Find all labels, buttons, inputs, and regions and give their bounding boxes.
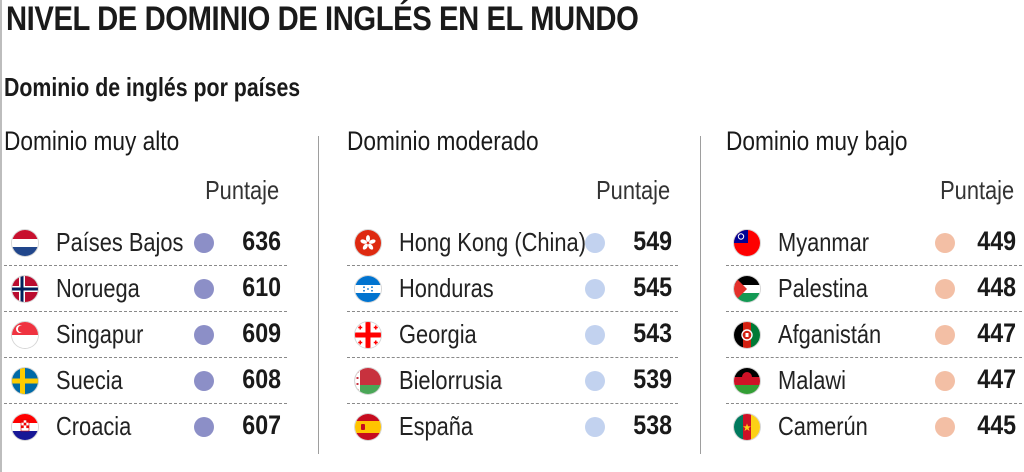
score-dot-marker bbox=[585, 371, 605, 391]
country-name: Hong Kong (China) bbox=[399, 227, 586, 257]
honduras-flag-icon bbox=[355, 276, 381, 302]
country-name: Singapur bbox=[56, 319, 144, 349]
country-name: Bielorrusia bbox=[399, 365, 503, 395]
table-row: Malawi 447 bbox=[726, 358, 1022, 404]
score-column-header: Puntaje bbox=[204, 175, 279, 205]
country-name: Malawi bbox=[778, 365, 846, 395]
table-row: Noruega 610 bbox=[4, 266, 287, 312]
table-row: Países Bajos 636 bbox=[4, 220, 287, 266]
score-value: 608 bbox=[242, 364, 281, 394]
column-header: Dominio moderado bbox=[347, 126, 539, 156]
country-name: Myanmar bbox=[778, 227, 870, 257]
column-dominio-muy-alto: Dominio muy alto Puntaje Países Bajos 636 No… bbox=[4, 126, 287, 472]
score-dot-marker bbox=[194, 325, 214, 345]
score-dot-marker bbox=[935, 371, 955, 391]
table-row: Hong Kong (China) 549 bbox=[347, 220, 678, 266]
page-title: NIVEL DE DOMINIO DE INGLÉS EN EL MUNDO bbox=[6, 0, 639, 38]
score-dot-marker bbox=[194, 417, 214, 437]
table-row: Camerún 445 bbox=[726, 404, 1022, 449]
table-row: Bielorrusia 539 bbox=[347, 358, 678, 404]
score-value: 449 bbox=[977, 226, 1016, 256]
afghanistan-flag-icon bbox=[734, 322, 760, 348]
country-name: Palestina bbox=[778, 273, 868, 303]
norway-flag-icon bbox=[12, 276, 38, 302]
table-row: Singapur 609 bbox=[4, 312, 287, 358]
score-column-header: Puntaje bbox=[595, 175, 670, 205]
netherlands-flag-icon bbox=[12, 230, 38, 256]
country-name: Honduras bbox=[399, 273, 494, 303]
spain-flag-icon bbox=[355, 414, 381, 440]
score-dot-marker bbox=[935, 417, 955, 437]
country-name: Georgia bbox=[399, 319, 477, 349]
score-dot-marker bbox=[585, 233, 605, 253]
country-name: España bbox=[399, 411, 474, 441]
country-name: Croacia bbox=[56, 411, 132, 441]
score-dot-marker bbox=[194, 233, 214, 253]
croatia-flag-icon bbox=[12, 414, 38, 440]
score-value: 538 bbox=[633, 410, 672, 440]
malawi-flag-icon bbox=[734, 368, 760, 394]
score-value: 447 bbox=[977, 318, 1016, 348]
palestine-flag-icon bbox=[734, 276, 760, 302]
score-column-header: Puntaje bbox=[939, 175, 1014, 205]
sweden-flag-icon bbox=[12, 368, 38, 394]
georgia-flag-icon bbox=[355, 322, 381, 348]
score-dot-marker bbox=[194, 371, 214, 391]
score-value: 448 bbox=[977, 272, 1016, 302]
column-divider bbox=[700, 136, 701, 454]
country-name: Afganistán bbox=[778, 319, 882, 349]
table-row: Palestina 448 bbox=[726, 266, 1022, 312]
left-border-rule bbox=[0, 0, 2, 472]
country-list: Myanmar 449 Palestina 448 Afganistán 447 Malaw… bbox=[726, 220, 1022, 449]
column-dominio-moderado: Dominio moderado Puntaje Hong Kong (China)… bbox=[347, 126, 678, 472]
table-row: Suecia 608 bbox=[4, 358, 287, 404]
score-dot-marker bbox=[585, 417, 605, 437]
table-row: Afganistán 447 bbox=[726, 312, 1022, 358]
country-name: Países Bajos bbox=[56, 227, 184, 257]
column-dominio-muy-bajo: Dominio muy bajo Puntaje Myanmar 449 Palesti… bbox=[726, 126, 1022, 472]
country-name: Suecia bbox=[56, 365, 123, 395]
table-row: Georgia 543 bbox=[347, 312, 678, 358]
score-value: 607 bbox=[242, 410, 281, 440]
score-dot-marker bbox=[935, 325, 955, 345]
table-row: España 538 bbox=[347, 404, 678, 449]
table-row: Myanmar 449 bbox=[726, 220, 1022, 266]
score-value: 609 bbox=[242, 318, 281, 348]
singapore-flag-icon bbox=[12, 322, 38, 348]
table-row: Honduras 545 bbox=[347, 266, 678, 312]
country-name: Camerún bbox=[778, 411, 868, 441]
column-header: Dominio muy bajo bbox=[726, 126, 908, 156]
page-subtitle: Dominio de inglés por países bbox=[4, 72, 301, 102]
score-dot-marker bbox=[585, 325, 605, 345]
hong-kong-flag-icon bbox=[355, 230, 381, 256]
column-header: Dominio muy alto bbox=[4, 126, 180, 156]
belarus-flag-icon bbox=[355, 368, 381, 394]
score-value: 610 bbox=[242, 272, 281, 302]
score-dot-marker bbox=[585, 279, 605, 299]
myanmar-flag-icon bbox=[734, 230, 760, 256]
table-row: Croacia 607 bbox=[4, 404, 287, 449]
country-list: Hong Kong (China) 549 Honduras 545 Georgia 54… bbox=[347, 220, 678, 449]
score-value: 543 bbox=[633, 318, 672, 348]
column-divider bbox=[318, 136, 319, 454]
score-dot-marker bbox=[194, 279, 214, 299]
score-value: 545 bbox=[633, 272, 672, 302]
score-value: 549 bbox=[633, 226, 672, 256]
score-dot-marker bbox=[935, 279, 955, 299]
score-value: 636 bbox=[242, 226, 281, 256]
score-value: 539 bbox=[633, 364, 672, 394]
score-value: 445 bbox=[977, 410, 1016, 440]
country-name: Noruega bbox=[56, 273, 140, 303]
country-list: Países Bajos 636 Noruega 610 Singapur 609 Suec… bbox=[4, 220, 287, 449]
score-dot-marker bbox=[935, 233, 955, 253]
score-value: 447 bbox=[977, 364, 1016, 394]
cameroon-flag-icon bbox=[734, 414, 760, 440]
